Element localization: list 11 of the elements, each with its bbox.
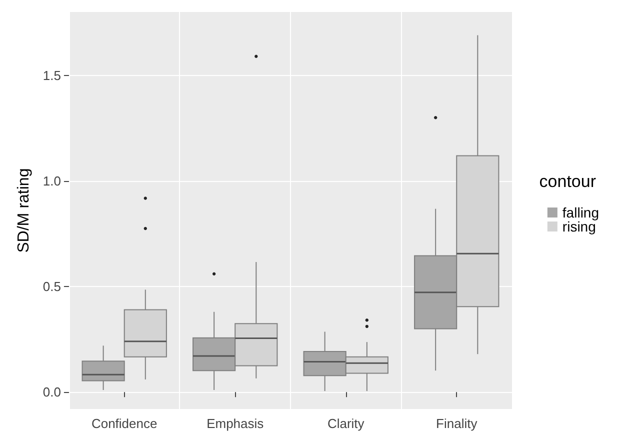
x-tick-label: Confidence [91,416,158,431]
legend-label: falling [562,204,600,220]
y-tick-label: 1.0 [42,173,61,188]
y-tick-label: 0.5 [42,279,61,294]
y-tick-label: 0.0 [42,384,61,400]
y-tick-label: 1.5 [42,68,61,83]
x-tick-label: Emphasis [206,416,264,431]
x-tick-label: Clarity [327,416,365,431]
legend-title: contour [539,172,596,191]
x-tick-label: Finality [436,416,478,431]
y-axis-title: SD/M rating [16,168,32,253]
